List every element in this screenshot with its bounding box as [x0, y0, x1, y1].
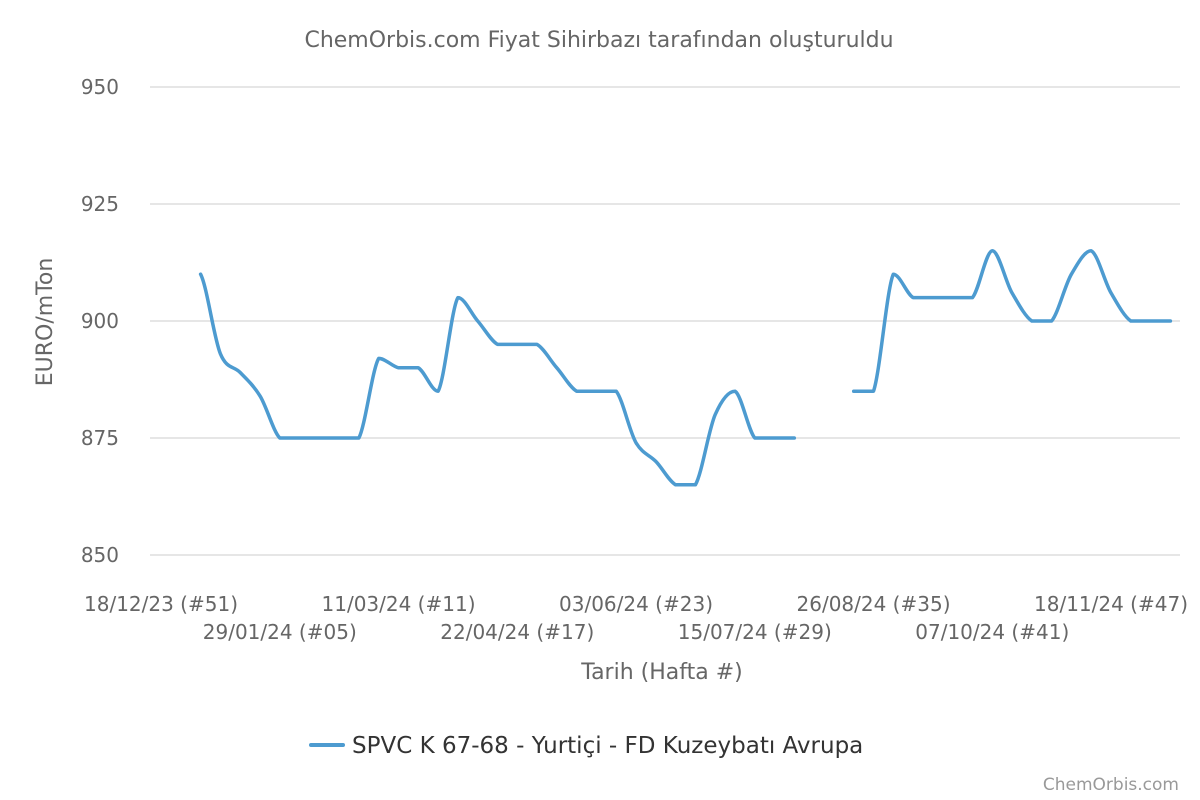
y-tick-label: 925 — [81, 192, 119, 216]
series-line-segment-1[interactable] — [198, 272, 797, 487]
x-tick-label: 22/04/24 (#17) — [440, 620, 594, 644]
series-layer — [198, 249, 1173, 487]
x-tick-label: 07/10/24 (#41) — [915, 620, 1069, 644]
x-tick-label: 11/03/24 (#11) — [322, 592, 476, 616]
x-tick-label: 15/07/24 (#29) — [678, 620, 832, 644]
x-axis-ticks: 18/12/23 (#51) 29/01/24 (#05) 11/03/24 (#1… — [84, 592, 1188, 644]
x-tick-label: 26/08/24 (#35) — [797, 592, 951, 616]
x-tick-label: 03/06/24 (#23) — [559, 592, 713, 616]
y-axis-label: EURO/mTon — [33, 258, 58, 387]
x-tick-label: 18/11/24 (#47) — [1034, 592, 1188, 616]
y-tick-label: 950 — [81, 75, 119, 99]
series-line-segment-2[interactable] — [851, 249, 1173, 393]
gridlines — [150, 86, 1180, 556]
y-tick-label: 900 — [81, 309, 119, 333]
legend-label[interactable]: SPVC K 67-68 - Yurtiçi - FD Kuzeybatı Av… — [352, 733, 863, 759]
credits-link[interactable]: ChemOrbis.com — [1043, 775, 1179, 795]
y-tick-label: 875 — [81, 426, 119, 450]
chart-title: ChemOrbis.com Fiyat Sihirbazı tarafından… — [304, 28, 893, 53]
x-tick-label: 18/12/23 (#51) — [84, 592, 238, 616]
x-axis-label: Tarih (Hafta #) — [580, 660, 742, 685]
y-axis-ticks: 850 875 900 925 950 — [81, 75, 119, 567]
x-tick-label: 29/01/24 (#05) — [203, 620, 357, 644]
legend[interactable]: SPVC K 67-68 - Yurtiçi - FD Kuzeybatı Av… — [309, 733, 863, 759]
y-tick-label: 850 — [81, 543, 119, 567]
